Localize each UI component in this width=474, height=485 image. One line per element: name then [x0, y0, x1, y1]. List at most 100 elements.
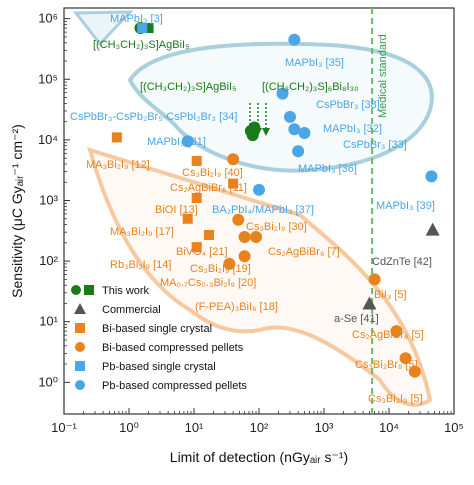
- annotation-bii3-5: BiI₃ [5]: [374, 289, 407, 301]
- y-tick-label: 10⁰: [38, 374, 58, 389]
- annotation-cs2agbibr6-7: Cs₂AgBiBr₆ [7]: [268, 246, 340, 258]
- bi-circle-point: [238, 250, 251, 263]
- pb-circle-point: [181, 135, 194, 148]
- y-tick-label: 10⁵: [38, 71, 58, 86]
- legend-label: Pb-based compressed pellets: [102, 380, 247, 392]
- y-axis-ticks: 10⁰ 10¹ 10² 10³ 10⁴ 10⁵ 10⁶: [38, 11, 70, 389]
- bi-square-point: [191, 242, 202, 253]
- pb-sc-region-outline: [72, 10, 134, 47]
- annotation-cs2agbibr6-5: Cs₂AgBiBr₆ [5]: [352, 329, 424, 341]
- bi-region-outline: [87, 146, 433, 407]
- x-tick-label: 10⁻¹: [51, 420, 77, 435]
- legend-label: Commercial: [102, 304, 161, 316]
- annotation-agbi-5: [(CH₃CH₂)₃S]AgBiI₅: [93, 39, 190, 51]
- annotation-agbi-5b: [(CH₃CH₂)₃S]AgBiI₅: [140, 81, 237, 93]
- bi-square-point: [228, 178, 239, 189]
- bi-circle-point: [227, 153, 240, 166]
- bi-square-point: [203, 229, 214, 240]
- legend-marker-square: [75, 361, 85, 371]
- y-axis-title: Sensitivity (μC Gyₐᵢᵣ⁻¹ cm⁻²): [9, 124, 25, 298]
- annotation-cs3bi2i9-30: Cs₃Bi₂I₉ [30]: [246, 221, 307, 233]
- annotation-cs3bi2i9-5: Cs₃Bi₂I₉ [5]: [368, 393, 423, 405]
- annotation-cdznte-42: CdZnTe [42]: [372, 256, 432, 268]
- pb-circle-point: [253, 183, 265, 196]
- bi-circle-point: [223, 257, 236, 270]
- legend-marker-circle: [71, 285, 81, 295]
- bi-circle-point: [399, 352, 412, 365]
- annotation-ase-41: a-Se [41]: [334, 313, 379, 325]
- this_work-square-point: [143, 23, 154, 34]
- annotation-bivo4-21: BiVO₄ [21]: [176, 246, 228, 258]
- x-tick-label: 10⁵: [444, 420, 464, 435]
- legend-label: Pb-based single crystal: [102, 361, 216, 373]
- annotation-cspbbr3-38: CsPbBr₃ [38]: [316, 99, 380, 111]
- x-tick-label: 10²: [250, 420, 269, 435]
- annotations: MAPbI₃ [3] [(CH₃CH₂)₃S]AgBiI₅ [(CH₃CH₂)₃S]…: [70, 13, 435, 405]
- this-work-arrows: [246, 103, 270, 136]
- bi-circle-point: [238, 230, 251, 243]
- legend-marker-triangle: [74, 303, 86, 314]
- data-points: [111, 22, 440, 378]
- legend-marker-square: [84, 285, 94, 295]
- x-axis-title: Limit of detection (nGyₐᵢᵣ s⁻¹): [170, 449, 348, 465]
- legend-label: Bi-based single crystal: [102, 323, 212, 335]
- annotation-mapbi3-35: MAPbI₃ [35]: [285, 57, 344, 69]
- bi-square-point: [191, 155, 202, 166]
- annotation-fpea-18: (F-PEA)₃BiI₆ [18]: [195, 301, 278, 313]
- annotation-cspbbr3-34: CsPbBr₃-CsPb₂Br₅-CsPbI₂Br₃ [34]: [70, 111, 237, 123]
- pb-circle-point: [292, 145, 305, 158]
- annotation-ma3bi2i9-17: MA₃Bi₂I₉ [17]: [110, 226, 174, 238]
- legend-marker-circle: [75, 380, 85, 390]
- bi-circle-point: [250, 230, 263, 243]
- legend: This work Commercial Bi-based single cryst…: [71, 285, 247, 392]
- pb-circle-point: [288, 123, 301, 136]
- x-axis-ticks: 10⁻¹ 10⁰ 10¹ 10² 10³ 10⁴ 10⁵: [51, 408, 464, 435]
- pb-square-point: [137, 23, 148, 34]
- commercial-triangle-point: [425, 222, 440, 236]
- pb-circle-point: [288, 33, 301, 46]
- x-tick-label: 10⁴: [379, 420, 399, 435]
- x-tick-label: 10³: [315, 420, 334, 435]
- medical-standard-label: Medical standard: [377, 34, 389, 118]
- annotation-mapbi3-31: MAPbI₃ [31]: [147, 136, 206, 148]
- annotation-mapbi3-36: MAPbI₃ [36]: [298, 163, 357, 175]
- pb-region-outline: [127, 41, 434, 173]
- bi-circle-point: [368, 273, 381, 286]
- bi-circle-point: [408, 365, 421, 378]
- legend-marker-circle: [75, 342, 85, 352]
- bi-circle-point: [390, 325, 403, 338]
- legend-marker-square: [75, 323, 85, 333]
- annotation-s6bi8: [(CH₃CH₂)₃S]₆Bi₈I₃₀: [262, 81, 359, 93]
- annotation-ma3bi2i9-12: MA₃Bi₂I₉ [12]: [86, 159, 150, 171]
- commercial-triangle-point: [362, 296, 377, 310]
- annotation-mapbi3-3: MAPbI₃ [3]: [110, 13, 163, 25]
- y-tick-label: 10³: [39, 192, 58, 207]
- bi-square-point: [182, 213, 193, 224]
- annotation-rb3bi2i9-14: Rb₃Bi₂I₉ [14]: [110, 259, 171, 271]
- annotation-mapbi3-32: MAPbI₃ [32]: [323, 123, 382, 135]
- x-tick-label: 10⁰: [119, 420, 139, 435]
- x-tick-label: 10¹: [185, 420, 204, 435]
- y-tick-label: 10²: [39, 253, 58, 268]
- bi-square-point: [191, 192, 202, 203]
- pb-circle-point: [276, 87, 289, 100]
- bi-square-point: [111, 132, 122, 143]
- pb-circle-point: [298, 126, 311, 139]
- annotation-ba2pbi4-37: BA₂PbI₄/MAPbI₃ [37]: [212, 204, 314, 216]
- legend-label: Bi-based compressed pellets: [102, 342, 244, 354]
- annotation-mixed-20: MA₀.₇Cs₀.₃Bi₂I₉ [20]: [160, 277, 256, 289]
- y-tick-label: 10⁴: [38, 132, 58, 147]
- pb-circle-point: [284, 110, 297, 123]
- y-tick-label: 10¹: [39, 314, 58, 329]
- annotation-bioi-13: BiOI [13]: [155, 204, 198, 216]
- y-tick-label: 10⁶: [38, 11, 58, 26]
- pb-circle-point: [425, 170, 438, 183]
- legend-label: This work: [102, 285, 150, 297]
- annotation-cs3bi2i9-40: Cs₃Bi₂I₉ [40]: [182, 167, 243, 179]
- bi-circle-point: [232, 213, 245, 226]
- annotation-cs2agbibr6-11: Cs₂AgBiBr₆ [11]: [170, 182, 247, 194]
- annotation-cs3bi2i9-19: Cs₃Bi₂I₉ [19]: [190, 263, 251, 275]
- annotation-cspbbr3-33: CsPbBr₃ [33]: [343, 139, 407, 151]
- annotation-cs3bi2br9-5: Cs₃Bi₂Br₉ [5]: [355, 359, 418, 371]
